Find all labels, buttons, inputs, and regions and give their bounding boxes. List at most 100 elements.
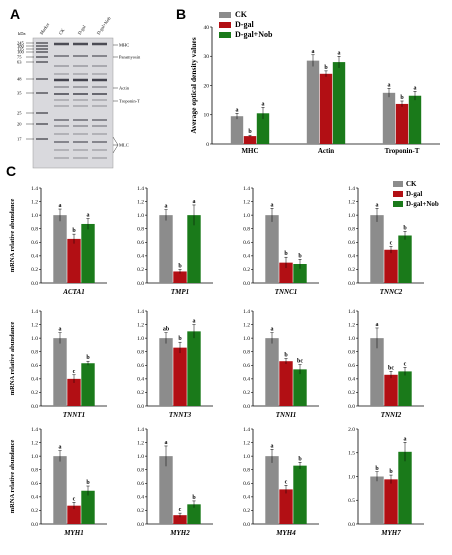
y-tick-label: 0.4 (137, 254, 144, 260)
y-tick-label: 1.2 (243, 322, 250, 328)
gene-label: ACTA1 (62, 288, 84, 296)
legend-label: CK (406, 180, 417, 188)
y-tick-label: 0.2 (243, 267, 250, 273)
y-axis-label: mRNA relative abundance (9, 322, 16, 396)
bar (332, 62, 346, 144)
gene-label: TNNC1 (275, 288, 298, 296)
gene-chart-tnnc1: 0.0 0.2 0.4 0.6 0.8 1.0 1.2 1.4 a b b TNNC1 (243, 186, 319, 296)
gel-marker-band (36, 45, 48, 47)
significance-label: a (87, 213, 90, 219)
gel-marker-label: 135 (17, 47, 25, 52)
gel-marker-band (36, 61, 48, 63)
y-tick-label: 1.5 (348, 451, 355, 457)
legend-swatch (393, 201, 403, 207)
y-tick-label: 1.0 (348, 474, 355, 480)
significance-label: bc (388, 365, 394, 371)
chart-mrna-abundance: 0.00.20.40.60.81.01.21.4abaACTA10.00.20.… (9, 180, 439, 537)
y-tick-label: 0.4 (31, 254, 38, 260)
legend-label: D-gal+Nob (406, 200, 439, 208)
bar (230, 116, 244, 144)
legend-swatch (219, 12, 231, 18)
bar (173, 271, 187, 283)
bar (81, 223, 95, 283)
y-tick-label: 0.0 (348, 281, 355, 287)
gene-label: TNNI2 (381, 411, 402, 419)
gel-marker-label: 25 (17, 111, 22, 116)
gene-chart-tnnt3: 0.0 0.2 0.4 0.6 0.8 1.0 1.2 1.4 ab b a TNNT3 (137, 309, 213, 419)
y-axis-label: Average optical density values (189, 37, 198, 133)
y-tick-label: 30 (204, 54, 210, 60)
bar (384, 249, 398, 283)
y-tick-label: 0.8 (31, 350, 38, 356)
y-axis-label: mRNA relative abundance (9, 199, 16, 273)
bar (81, 363, 95, 406)
gel-sample-band (92, 78, 107, 82)
gene-chart-myh7: 0.0 0.5 1.0 1.5 2.0 b b a MYH7 (348, 427, 424, 537)
gel-lane-label: D-gal (77, 24, 87, 36)
y-tick-label: 0.4 (348, 377, 355, 383)
y-tick-label: 0.4 (348, 254, 355, 260)
y-tick-label: 0.4 (137, 495, 144, 501)
gene-chart-tnnc2: 0.0 0.2 0.4 0.6 0.8 1.0 1.2 1.4 a c b TNNC2 (348, 186, 424, 296)
gel-marker-band (36, 112, 48, 114)
gel-sample-band (73, 125, 88, 127)
y-tick-label: 0.2 (348, 390, 355, 396)
y-tick-label: 1.4 (137, 309, 144, 315)
bar (382, 92, 396, 144)
y-tick-label: 0.6 (243, 363, 250, 369)
y-tick-label: 10 (204, 113, 210, 119)
y-tick-label: 0.4 (243, 495, 250, 501)
gene-label: MYH7 (380, 529, 401, 537)
y-tick-label: 1.0 (348, 213, 355, 219)
y-tick-label: 0.0 (137, 404, 144, 410)
significance-label: a (59, 203, 62, 209)
gel-band-label: Actin (119, 86, 130, 91)
y-tick-label: 1.2 (348, 322, 355, 328)
bar (408, 95, 422, 144)
y-tick-label: 1.2 (348, 199, 355, 205)
bar (398, 371, 412, 406)
y-tick-label: 0.4 (137, 377, 144, 383)
y-tick-label: 1.2 (243, 199, 250, 205)
significance-label: a (414, 85, 417, 91)
panel-label-c: C (6, 163, 16, 179)
y-tick-label: 0.6 (348, 240, 355, 246)
bar (384, 479, 398, 524)
significance-label: a (193, 199, 196, 205)
gel-lane-label: Marker (39, 21, 51, 35)
legend-label: D-gal (235, 20, 254, 29)
significance-label: b (248, 129, 252, 135)
gel-sample-band (54, 78, 69, 82)
bar (243, 136, 257, 144)
gel-marker-band (36, 92, 48, 94)
gene-label: TNNI1 (276, 411, 297, 419)
gene-label: MYH1 (63, 529, 83, 537)
gene-label: TNNT1 (63, 411, 85, 419)
gel-sample-band (73, 73, 88, 75)
significance-label: c (179, 507, 182, 513)
gel-sample-band (73, 133, 88, 135)
y-tick-label: 1.4 (137, 427, 144, 433)
y-tick-label: 0.6 (31, 481, 38, 487)
significance-label: c (390, 240, 393, 246)
y-tick-label: 0.0 (137, 522, 144, 528)
y-tick-label: 0.2 (31, 508, 38, 514)
significance-label: a (59, 327, 62, 333)
significance-label: a (376, 202, 379, 208)
bar (67, 505, 81, 524)
gene-chart-acta1: 0.0 0.2 0.4 0.6 0.8 1.0 1.2 1.4 a b a ACTA1 (31, 186, 107, 296)
y-tick-label: 1.0 (137, 454, 144, 460)
y-tick-label: 1.0 (243, 336, 250, 342)
y-tick-label: 0 (206, 142, 209, 148)
bar (370, 338, 384, 406)
panel-label-b: B (176, 6, 186, 22)
bar (279, 262, 293, 283)
y-tick-label: 1.2 (137, 322, 144, 328)
y-tick-label: 0.8 (243, 350, 250, 356)
bar (187, 331, 201, 406)
gel-marker-label: 48 (17, 77, 22, 82)
y-tick-label: 0.8 (348, 227, 355, 233)
significance-label: c (285, 479, 288, 485)
gel-sample-band (92, 105, 107, 107)
gel-marker-label: 35 (17, 91, 22, 96)
